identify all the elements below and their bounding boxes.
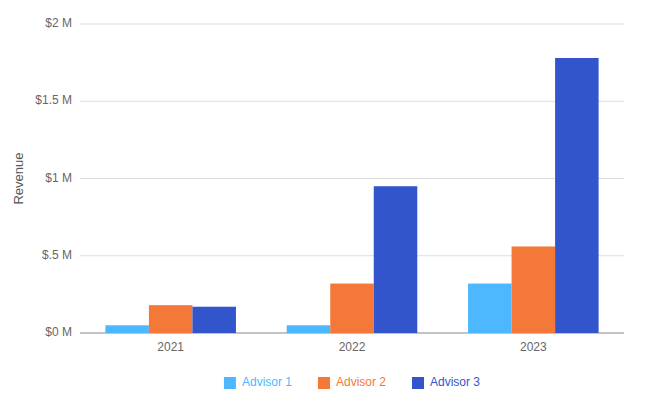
bar bbox=[468, 284, 512, 333]
legend-item: Advisor 1 bbox=[224, 375, 292, 389]
grid-line bbox=[80, 101, 624, 102]
x-axis: 2021 2022 2023 bbox=[157, 340, 547, 354]
legend-label: Advisor 2 bbox=[336, 375, 386, 389]
x-tick-label: 2021 bbox=[157, 340, 184, 354]
grid-line bbox=[80, 24, 624, 25]
y-tick-label: $0 M bbox=[45, 325, 72, 339]
legend-item: Advisor 2 bbox=[318, 375, 386, 389]
bars bbox=[105, 58, 598, 333]
legend-swatch bbox=[224, 377, 236, 389]
series-2 bbox=[192, 58, 598, 333]
legend-label: Advisor 3 bbox=[430, 375, 480, 389]
bar bbox=[149, 305, 193, 333]
y-axis-label: Revenue bbox=[11, 152, 26, 204]
y-tick-label: $1 M bbox=[45, 171, 72, 185]
series-0 bbox=[105, 284, 511, 333]
grid-line bbox=[80, 178, 624, 179]
legend-label: Advisor 1 bbox=[242, 375, 292, 389]
y-tick-label: $.5 M bbox=[42, 248, 72, 262]
y-tick-label: $1.5 M bbox=[35, 93, 72, 107]
legend-swatch bbox=[318, 377, 330, 389]
y-tick-label: $2 M bbox=[45, 16, 72, 30]
legend: Advisor 1 Advisor 2 Advisor 3 bbox=[224, 375, 480, 389]
bar bbox=[105, 325, 149, 333]
chart-svg: $0 M$.5 M$1 M$1.5 M$2 MRevenue2021202220… bbox=[0, 0, 648, 413]
bar bbox=[555, 58, 599, 333]
chart-container: $0 M$.5 M$1 M$1.5 M$2 MRevenue2021202220… bbox=[0, 0, 648, 413]
legend-swatch bbox=[412, 377, 424, 389]
y-axis: $0 M $.5 M $1 M $1.5 M $2 M bbox=[35, 16, 624, 339]
bar bbox=[192, 307, 236, 333]
bar bbox=[512, 246, 556, 333]
bar bbox=[330, 284, 374, 333]
bar bbox=[287, 325, 331, 333]
series-1 bbox=[149, 246, 555, 333]
bar bbox=[374, 186, 418, 333]
x-tick-label: 2023 bbox=[520, 340, 547, 354]
x-tick-label: 2022 bbox=[339, 340, 366, 354]
legend-item: Advisor 3 bbox=[412, 375, 480, 389]
